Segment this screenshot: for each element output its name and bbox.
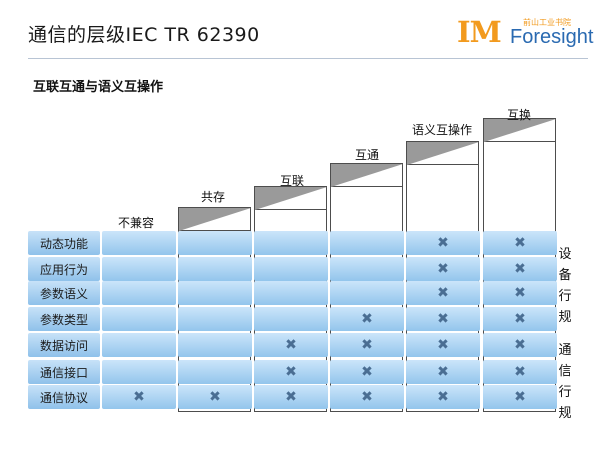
- cross-mark-icon: ✖: [514, 337, 526, 353]
- cross-mark-icon: ✖: [514, 364, 526, 380]
- table-cell: ✖: [178, 385, 252, 409]
- row-label: 通信接口: [28, 360, 100, 384]
- cross-mark-icon: ✖: [514, 285, 526, 301]
- table-cell: ✖: [254, 333, 328, 357]
- table-cell: [178, 257, 252, 281]
- table-cell: [178, 307, 252, 331]
- table-cell: [102, 360, 176, 384]
- table-cell: [254, 231, 328, 255]
- table-cell: ✖: [254, 385, 328, 409]
- table-cell: ✖: [330, 360, 404, 384]
- cross-mark-icon: ✖: [514, 235, 526, 251]
- table-cell: [178, 360, 252, 384]
- table-cell: ✖: [254, 360, 328, 384]
- cross-mark-icon: ✖: [437, 311, 449, 327]
- logo-cn-text: 前山工业书院: [523, 18, 571, 27]
- table-cell: ✖: [483, 257, 557, 281]
- column-label: 互通: [355, 148, 380, 162]
- cross-mark-icon: ✖: [514, 389, 526, 405]
- table-cell: [254, 281, 328, 305]
- table-cell: ✖: [406, 360, 480, 384]
- table-cell: [102, 257, 176, 281]
- cross-mark-icon: ✖: [285, 364, 297, 380]
- table-cell: ✖: [483, 385, 557, 409]
- table-cell: ✖: [330, 385, 404, 409]
- table-cell: [330, 281, 404, 305]
- table-cell: ✖: [483, 281, 557, 305]
- table-cell: ✖: [406, 333, 480, 357]
- cross-mark-icon: ✖: [133, 389, 145, 405]
- table-cell: ✖: [406, 257, 480, 281]
- cross-mark-icon: ✖: [514, 261, 526, 277]
- cross-mark-icon: ✖: [285, 337, 297, 353]
- table-cell: [330, 231, 404, 255]
- table-cell: [254, 257, 328, 281]
- side-label-device-profile: 设备行规: [558, 247, 572, 325]
- table-cell: [102, 333, 176, 357]
- table-cell: [102, 231, 176, 255]
- table-cell: ✖: [330, 307, 404, 331]
- column-step-header: [483, 118, 556, 142]
- table-cell: [178, 281, 252, 305]
- table-cell: ✖: [483, 360, 557, 384]
- table-cell: ✖: [406, 385, 480, 409]
- column-label: 互换: [507, 108, 532, 122]
- cross-mark-icon: ✖: [285, 389, 297, 405]
- table-cell: [102, 307, 176, 331]
- table-cell: ✖: [330, 333, 404, 357]
- logo-foresight: Foresight: [510, 26, 594, 48]
- cross-mark-icon: ✖: [209, 389, 221, 405]
- logo-im: IM: [457, 15, 502, 49]
- cross-mark-icon: ✖: [437, 261, 449, 277]
- cross-mark-icon: ✖: [514, 311, 526, 327]
- column-step-header: [254, 186, 327, 210]
- page-title: 通信的层级IEC TR 62390: [28, 24, 260, 46]
- column-label: 不兼容: [118, 216, 155, 230]
- column-step-header: [178, 207, 251, 231]
- column-step-header: [330, 163, 403, 187]
- table-cell: ✖: [406, 231, 480, 255]
- table-cell: ✖: [483, 333, 557, 357]
- row-label: 通信协议: [28, 385, 100, 409]
- table-cell: [254, 307, 328, 331]
- column-label: 共存: [201, 190, 226, 204]
- side-label-communication-profile: 通信行规: [558, 343, 572, 421]
- header-divider: [28, 58, 588, 59]
- row-label: 动态功能: [28, 231, 100, 255]
- cross-mark-icon: ✖: [361, 337, 373, 353]
- column-step-header: [406, 141, 479, 165]
- cross-mark-icon: ✖: [361, 364, 373, 380]
- table-cell: ✖: [483, 307, 557, 331]
- slide-subtitle: 互联互通与语义互操作: [33, 80, 164, 95]
- cross-mark-icon: ✖: [437, 285, 449, 301]
- table-cell: ✖: [102, 385, 176, 409]
- table-cell: ✖: [406, 307, 480, 331]
- table-cell: ✖: [483, 231, 557, 255]
- column-label: 互联: [280, 174, 305, 188]
- row-label: 应用行为: [28, 257, 100, 281]
- imf-logo: IM 前山工业书院 Foresight: [457, 14, 593, 54]
- cross-mark-icon: ✖: [361, 389, 373, 405]
- row-label: 参数类型: [28, 307, 100, 331]
- table-cell: [178, 231, 252, 255]
- row-label: 数据访问: [28, 333, 100, 357]
- table-cell: [178, 333, 252, 357]
- cross-mark-icon: ✖: [437, 364, 449, 380]
- table-cell: [330, 257, 404, 281]
- cross-mark-icon: ✖: [361, 311, 373, 327]
- column-label: 语义互操作: [412, 123, 473, 137]
- cross-mark-icon: ✖: [437, 235, 449, 251]
- cross-mark-icon: ✖: [437, 337, 449, 353]
- table-cell: ✖: [406, 281, 480, 305]
- cross-mark-icon: ✖: [437, 389, 449, 405]
- row-label: 参数语义: [28, 281, 100, 305]
- table-cell: [102, 281, 176, 305]
